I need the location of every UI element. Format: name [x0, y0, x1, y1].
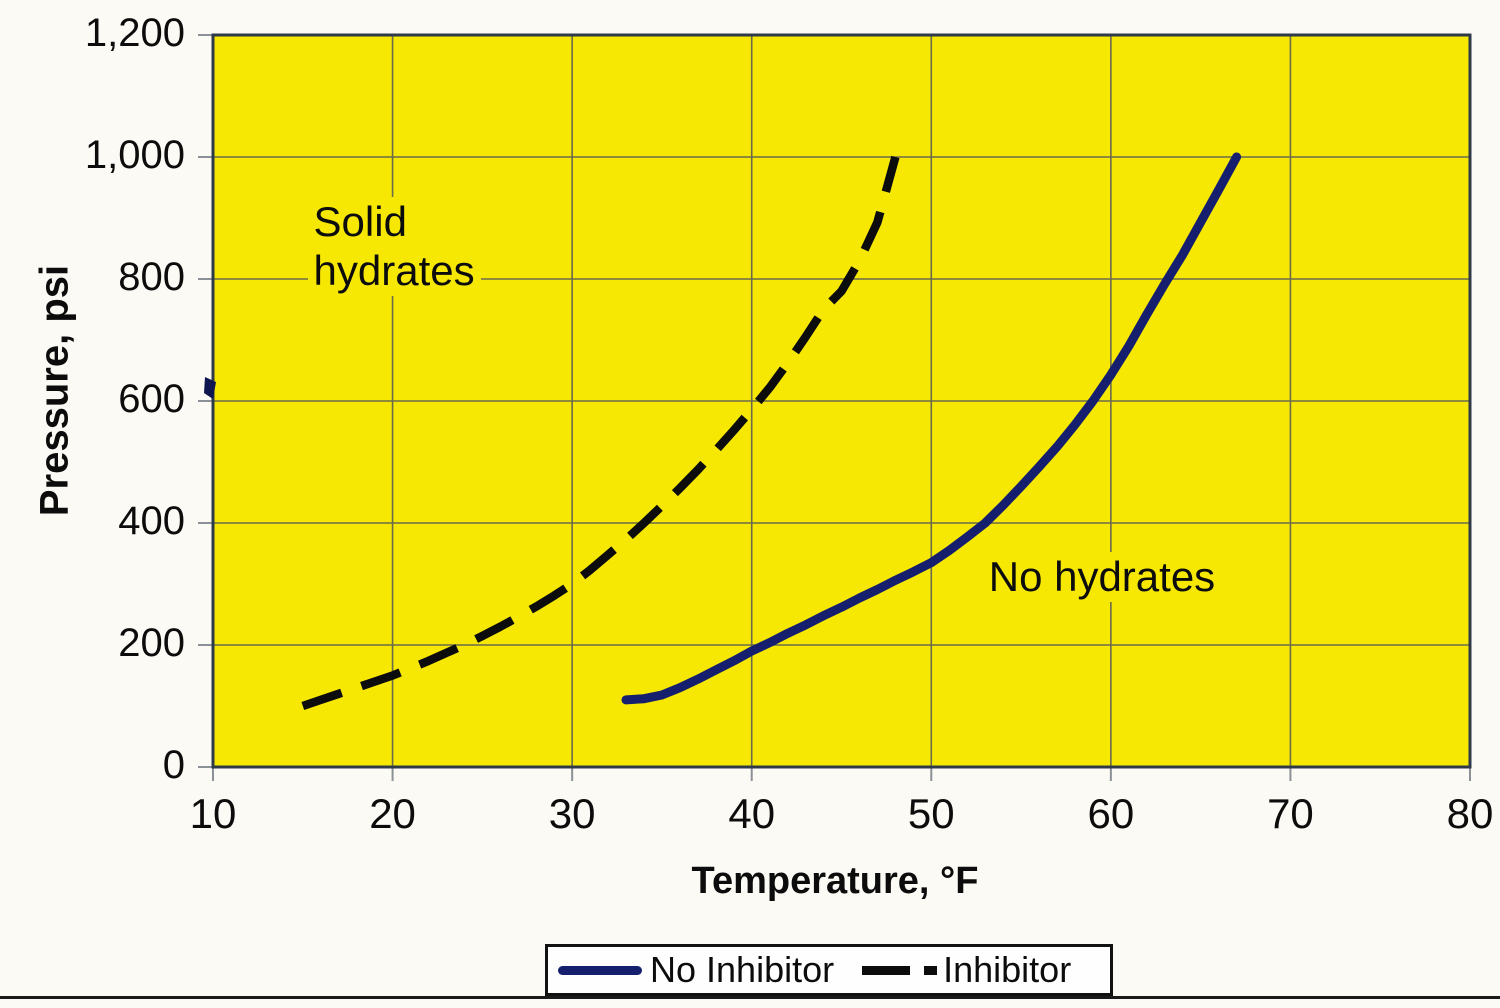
- figure-bottom-rule: [0, 996, 1500, 999]
- y-tick-label: 800: [118, 255, 185, 299]
- legend-item-inhibitor: Inhibitor: [834, 949, 1071, 991]
- series-line-no-inhibitor: [621, 152, 1242, 705]
- x-axis-title: Temperature, °F: [691, 860, 979, 902]
- plot-border: [211, 33, 1472, 769]
- legend-dash-sample-short: [924, 965, 938, 975]
- legend-solid-line-sample: [558, 965, 642, 975]
- annotation-line: hydrates: [313, 247, 475, 295]
- legend-dash-sample-long: [862, 965, 911, 975]
- x-tick-label: 30: [548, 790, 596, 837]
- legend-item-label: No Inhibitor: [650, 949, 835, 990]
- series-line-inhibitor: [301, 155, 900, 711]
- x-tick-label: 60: [1087, 790, 1135, 837]
- x-tick-label: 80: [1446, 790, 1494, 837]
- annotation-line: No hydrates: [988, 553, 1216, 601]
- y-tick-label: 200: [118, 621, 185, 665]
- annotation-line: Solid: [313, 197, 407, 245]
- legend-item-no-inhibitor: No Inhibitor: [548, 949, 834, 991]
- x-tick-label: 20: [369, 790, 416, 837]
- y-tick-label: 1,200: [84, 11, 185, 55]
- annotation-no-hydrates: No hydrates: [982, 552, 1222, 602]
- y-tick-label: 1,000: [84, 133, 185, 177]
- y-tick-label: 0: [162, 743, 185, 787]
- legend: No Inhibitor Inhibitor: [545, 944, 1113, 996]
- x-tick-label: 40: [728, 790, 776, 837]
- legend-item-label: Inhibitor: [943, 949, 1072, 990]
- x-tick-label: 50: [907, 790, 955, 837]
- x-tick-label: 70: [1267, 790, 1314, 837]
- scan-artifact-mark: [204, 377, 216, 399]
- annotation-solid-hydrates: Solid hydrates: [307, 196, 481, 296]
- y-tick-label: 400: [118, 499, 185, 543]
- y-tick-label: 600: [118, 377, 185, 421]
- x-tick-label: 10: [189, 790, 237, 837]
